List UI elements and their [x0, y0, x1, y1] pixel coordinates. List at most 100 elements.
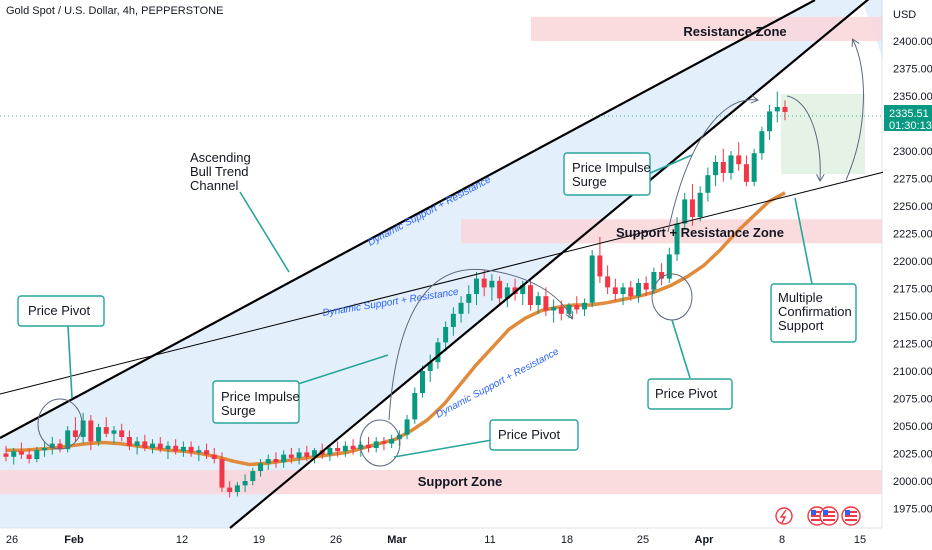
- us-flag-icon[interactable]: [819, 506, 839, 526]
- candle-body: [674, 223, 680, 255]
- svg-text:Multiple Confirmation: Multiple Confirmation Support: [778, 290, 855, 333]
- candle-body: [589, 255, 595, 303]
- candle-body: [350, 445, 356, 450]
- support-zone-label: Support Zone: [418, 474, 503, 489]
- price-tick: 2075.00: [893, 394, 932, 406]
- time-tick: 26: [6, 534, 18, 546]
- candle-body: [211, 454, 217, 459]
- candle-body: [119, 430, 125, 437]
- candle-body: [497, 280, 503, 299]
- candle-body: [666, 254, 672, 279]
- lightning-icon[interactable]: [775, 507, 793, 525]
- candle-body: [473, 278, 479, 294]
- candle-body: [481, 278, 487, 288]
- candle-body: [404, 419, 410, 435]
- candle-body: [443, 327, 449, 343]
- candle-body: [281, 454, 287, 463]
- countdown-value: 01:30:13: [889, 120, 932, 132]
- candle-body: [651, 272, 657, 290]
- impulse-2-line2: Surge: [572, 174, 607, 189]
- callout-pointers: [67, 154, 813, 458]
- candle-body: [258, 463, 264, 472]
- candle-body: [612, 287, 618, 294]
- candle-body: [111, 430, 117, 434]
- price-tick: 2375.00: [893, 64, 932, 76]
- candle-body: [180, 446, 186, 452]
- candle-body: [304, 452, 310, 457]
- target-box: [781, 94, 865, 174]
- candle-body: [643, 283, 649, 290]
- us-flag-icon[interactable]: [841, 506, 861, 526]
- candle-body: [142, 441, 148, 448]
- channel-lower-line: [229, 0, 870, 529]
- svg-text:Price Pivot: Price Pivot: [498, 427, 561, 442]
- confirmation-line1: Multiple: [778, 290, 823, 305]
- time-tick: 12: [176, 534, 188, 546]
- chart-title: Gold Spot / U.S. Dollar, 4h, PEPPERSTONE: [6, 5, 223, 17]
- candle-body: [150, 443, 156, 448]
- candle-body: [620, 287, 626, 294]
- candle-body: [80, 420, 86, 437]
- price-tick: 2225.00: [893, 229, 932, 241]
- resistance-zone-label: Resistance Zone: [683, 24, 786, 39]
- candle-body: [49, 443, 55, 448]
- candle-body: [250, 471, 256, 481]
- time-tick: Feb: [64, 534, 84, 546]
- svg-text:Ascending Bull Trend: Ascending Bull Trend Channel: [190, 150, 254, 193]
- price-tick: 2250.00: [893, 201, 932, 213]
- price-tick: 2300.00: [893, 146, 932, 158]
- candle-body: [574, 305, 580, 310]
- price-tick: 2100.00: [893, 366, 932, 378]
- svg-text:Price Impulse Surge: Price Impulse Surge: [221, 389, 303, 418]
- candle-body: [34, 450, 40, 459]
- candle-body: [705, 175, 711, 193]
- candle-body: [659, 272, 665, 279]
- last-price-tag: 2335.51 01:30:13: [884, 105, 932, 132]
- support-resistance-zone-label: Support + Resistance Zone: [616, 225, 784, 240]
- candle-body: [42, 448, 48, 451]
- annotation-curves: [388, 40, 864, 421]
- time-tick: 11: [484, 534, 495, 546]
- price-tick: 2200.00: [893, 256, 932, 268]
- candle-body: [366, 444, 372, 448]
- candle-body: [134, 441, 140, 446]
- channel-title-line3: Channel: [190, 178, 239, 193]
- time-tick: 25: [637, 534, 649, 546]
- candle-body: [157, 443, 163, 450]
- price-tick: 2125.00: [893, 339, 932, 351]
- candle-body: [597, 255, 603, 277]
- candle-body: [728, 155, 734, 173]
- impulse-1-line2: Surge: [221, 403, 256, 418]
- zone-1: [461, 219, 882, 244]
- candle-body: [242, 481, 248, 486]
- candle-body: [227, 487, 233, 492]
- candle-body: [234, 485, 240, 492]
- candle-body: [767, 111, 773, 132]
- last-price-value: 2335.51: [889, 108, 929, 120]
- candle-body: [412, 393, 418, 420]
- trendline: [0, 171, 885, 395]
- price-tick: 2400.00: [893, 36, 932, 48]
- candle-body: [558, 307, 564, 314]
- annotation-multiple-confirmation: Multiple Confirmation Support: [770, 283, 857, 343]
- confirmation-line2: Confirmation: [778, 304, 852, 319]
- time-tick: Mar: [387, 534, 407, 546]
- candle-body: [527, 285, 533, 305]
- price-tick: 2000.00: [893, 476, 932, 488]
- impulse-2-line1: Price Impulse: [572, 160, 651, 175]
- candle-body: [72, 430, 78, 437]
- candle-body: [373, 441, 379, 448]
- time-tick: 8: [779, 534, 785, 546]
- candle-body: [774, 107, 780, 112]
- candle-body: [419, 371, 425, 393]
- currency-label[interactable]: USD: [893, 9, 916, 21]
- candle-body: [88, 420, 94, 442]
- channel-title-line2: Bull Trend: [190, 164, 249, 179]
- candle-body: [381, 441, 387, 444]
- candle-body: [689, 199, 695, 217]
- candle-body: [57, 443, 63, 450]
- price-tick: 2050.00: [893, 421, 932, 433]
- candle-body: [335, 448, 341, 452]
- time-tick: Apr: [695, 534, 715, 546]
